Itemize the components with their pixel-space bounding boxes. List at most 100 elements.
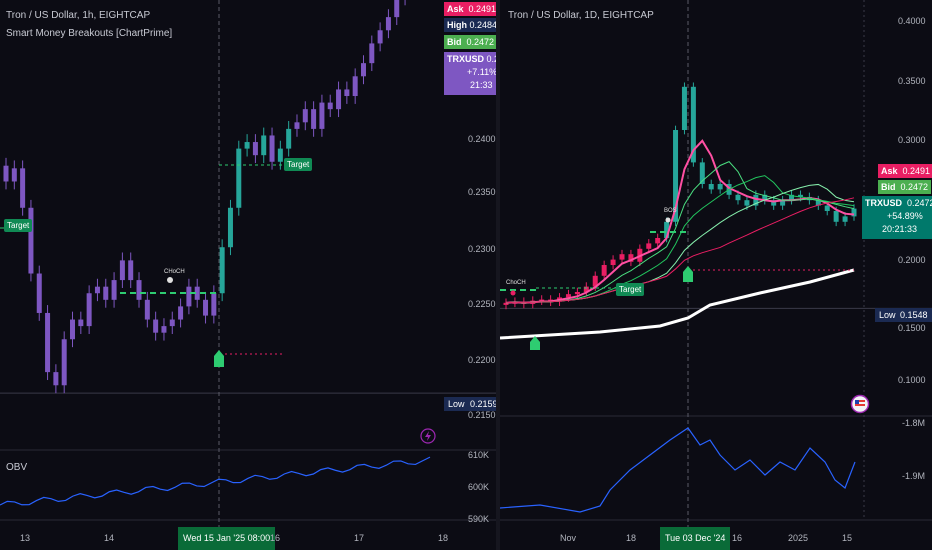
candle-body — [336, 89, 342, 110]
candle-body — [286, 128, 292, 149]
left-x-tick-13: 13 — [20, 533, 31, 543]
right-x-tick-nov: Nov — [560, 533, 577, 543]
candle-body — [851, 208, 857, 217]
candle-body — [119, 260, 125, 281]
candle-body — [655, 238, 661, 244]
candle-body — [111, 280, 117, 300]
candle-body — [294, 122, 300, 129]
left-y-tick-3: 0.2250 — [468, 299, 496, 309]
candle-body — [753, 194, 759, 206]
candle-body — [327, 102, 333, 110]
right-low-label: Low — [875, 308, 900, 322]
left-low-label: Low — [444, 397, 469, 411]
candle-body — [144, 299, 150, 320]
left-x-tick-17: 17 — [354, 533, 365, 543]
right-chart-canvas[interactable] — [500, 0, 932, 550]
left-y-tick-0: 0.2400 — [468, 134, 496, 144]
left-chart-canvas[interactable] — [0, 0, 496, 550]
candle-body — [94, 286, 100, 294]
left-target-label-1: Target — [4, 219, 33, 232]
candle-body — [136, 280, 142, 300]
left-y-tick-1: 0.2350 — [468, 187, 496, 197]
choch-dot — [510, 290, 516, 296]
candle-body — [708, 184, 714, 190]
candle-body — [45, 312, 51, 373]
pane-divider[interactable] — [496, 0, 500, 550]
candle-body — [36, 273, 42, 313]
right-y-tick-4: 0.2000 — [898, 255, 926, 265]
left-x-crosshair-label: Wed 15 Jan '25 08:00 — [178, 527, 276, 550]
candle-body — [583, 286, 589, 292]
candle-body — [28, 207, 34, 274]
candle-body — [824, 205, 830, 211]
candle-body — [762, 194, 768, 201]
right-low-value: 0.1548 — [896, 308, 932, 322]
candle-body — [153, 319, 159, 333]
left-y-tick-4: 0.2200 — [468, 355, 496, 365]
candle-body — [717, 184, 723, 190]
right-y-tick-1: 0.3500 — [898, 76, 926, 86]
obv-line — [500, 427, 856, 513]
candle-body — [3, 165, 9, 182]
candle-body — [592, 275, 598, 287]
left-obv-tick-0: 610K — [468, 450, 490, 460]
left-y-tick-2: 0.2300 — [468, 244, 496, 254]
long-ma-line — [500, 268, 855, 340]
candle-body — [394, 0, 400, 18]
candle-body — [789, 194, 795, 201]
left-obv-tick-1: 600K — [468, 482, 490, 492]
right-x-tick-15: 15 — [842, 533, 853, 543]
candle-body — [385, 17, 391, 31]
calendar-flag-icon[interactable] — [850, 394, 870, 419]
left-x-tick-16: 16 — [270, 533, 281, 543]
left-price-tag: TRXUSD 0.2472 +7.11% 21:33 — [444, 52, 496, 95]
right-y-tick-0: 0.4000 — [898, 16, 926, 26]
left-choch-label: CHoCH — [164, 269, 185, 275]
candle-body — [169, 319, 175, 327]
candle-body — [574, 292, 580, 295]
right-price-tag: TRXUSD 0.2472 +54.89% 20:21:33 — [862, 196, 932, 239]
choch-dot — [167, 277, 173, 283]
candle-body — [646, 243, 652, 249]
right-chart-pane[interactable]: Tron / US Dollar, 1D, EIGHTCAP Ask 0.249… — [500, 0, 932, 550]
right-target-label: Target — [616, 283, 645, 296]
candle-body — [161, 326, 167, 333]
candle-body — [227, 207, 233, 248]
left-x-tick-18: 18 — [438, 533, 449, 543]
breakout-up-marker — [214, 350, 224, 367]
candle-body — [664, 221, 670, 238]
candle-body — [61, 339, 67, 386]
right-x-crosshair-label: Tue 03 Dec '24 — [660, 527, 731, 550]
candle-body — [252, 142, 258, 156]
candle-body — [610, 259, 616, 265]
ema-fast-line — [505, 139, 855, 304]
candle-body — [690, 86, 696, 163]
left-chart-title: Tron / US Dollar, 1h, EIGHTCAP — [6, 10, 151, 21]
right-bid-tag: Bid 0.2472 — [878, 180, 932, 194]
candle-body — [211, 293, 217, 316]
breakout-marker-1 — [530, 336, 540, 350]
candle-body — [11, 168, 17, 182]
lightning-alert-icon[interactable] — [420, 428, 436, 449]
candle-body — [377, 30, 383, 44]
right-y-tick-2: 0.3000 — [898, 135, 926, 145]
candle-body — [219, 247, 225, 294]
left-indicator-name: Smart Money Breakouts [ChartPrime] — [6, 28, 173, 39]
candle-body — [277, 148, 283, 162]
left-obv-label: OBV — [6, 462, 28, 473]
left-x-tick-14: 14 — [104, 533, 115, 543]
left-ask-tag: Ask 0.2491 — [444, 2, 496, 16]
candle-body — [203, 299, 209, 316]
candle-body — [20, 168, 26, 208]
candle-body — [236, 148, 242, 208]
candle-body — [797, 194, 803, 197]
candle-body — [302, 109, 308, 123]
right-ask-tag: Ask 0.2491 — [878, 164, 932, 178]
candle-body — [360, 63, 366, 77]
candle-body — [628, 254, 634, 262]
right-chart-title: Tron / US Dollar, 1D, EIGHTCAP — [508, 10, 654, 21]
right-x-tick-2025: 2025 — [788, 533, 809, 543]
left-chart-pane[interactable]: Tron / US Dollar, 1h, EIGHTCAP Smart Mon… — [0, 0, 496, 550]
left-low-value: 0.2159 — [466, 397, 496, 411]
left-high-tag: High 0.2484 — [444, 18, 496, 32]
